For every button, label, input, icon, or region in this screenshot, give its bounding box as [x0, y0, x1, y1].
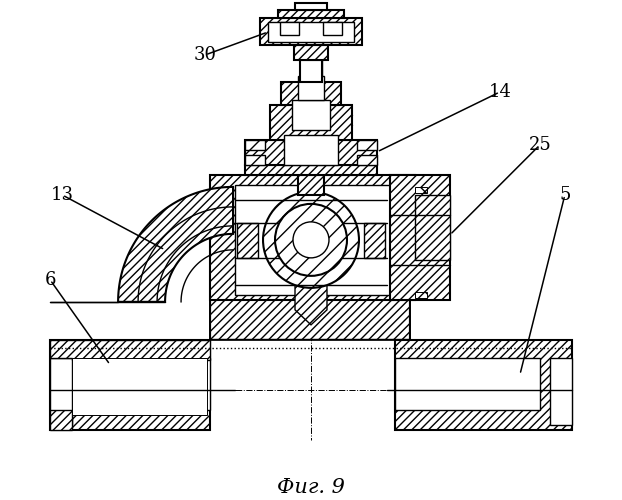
Text: Фиг. 9: Фиг. 9: [277, 478, 345, 497]
Polygon shape: [395, 340, 572, 430]
Polygon shape: [364, 223, 385, 258]
Polygon shape: [294, 45, 328, 60]
Text: 25: 25: [529, 136, 551, 154]
Polygon shape: [357, 155, 377, 165]
Polygon shape: [298, 175, 324, 195]
Polygon shape: [295, 278, 327, 325]
Text: 30: 30: [193, 46, 216, 64]
Polygon shape: [237, 223, 258, 258]
Polygon shape: [245, 140, 377, 165]
Bar: [50, 358, 72, 425]
Text: 6: 6: [44, 271, 56, 289]
Circle shape: [275, 204, 347, 276]
Polygon shape: [245, 155, 265, 165]
Polygon shape: [235, 185, 390, 295]
Bar: [72, 358, 210, 410]
Text: 5: 5: [559, 186, 570, 204]
Polygon shape: [281, 82, 341, 105]
Polygon shape: [357, 140, 377, 150]
Polygon shape: [50, 410, 72, 430]
Polygon shape: [280, 22, 299, 35]
Polygon shape: [260, 18, 362, 45]
Bar: [292, 100, 330, 130]
Text: 14: 14: [488, 83, 511, 101]
Polygon shape: [278, 10, 344, 18]
Polygon shape: [295, 3, 327, 10]
Polygon shape: [245, 165, 377, 175]
Circle shape: [293, 222, 329, 258]
Polygon shape: [270, 105, 352, 140]
Bar: [415, 187, 427, 193]
Polygon shape: [323, 22, 342, 35]
Polygon shape: [118, 187, 233, 302]
Polygon shape: [50, 340, 210, 360]
Circle shape: [263, 192, 359, 288]
Bar: [550, 358, 572, 425]
Bar: [395, 358, 540, 410]
Polygon shape: [210, 278, 410, 340]
Text: 13: 13: [50, 186, 73, 204]
Bar: [72, 358, 207, 415]
Polygon shape: [268, 22, 354, 42]
Polygon shape: [245, 140, 265, 150]
Bar: [298, 76, 324, 100]
Bar: [415, 292, 427, 298]
Polygon shape: [390, 175, 450, 300]
Polygon shape: [210, 175, 415, 300]
Bar: [284, 135, 338, 165]
Polygon shape: [415, 195, 450, 260]
Polygon shape: [50, 340, 210, 430]
Polygon shape: [300, 60, 322, 82]
